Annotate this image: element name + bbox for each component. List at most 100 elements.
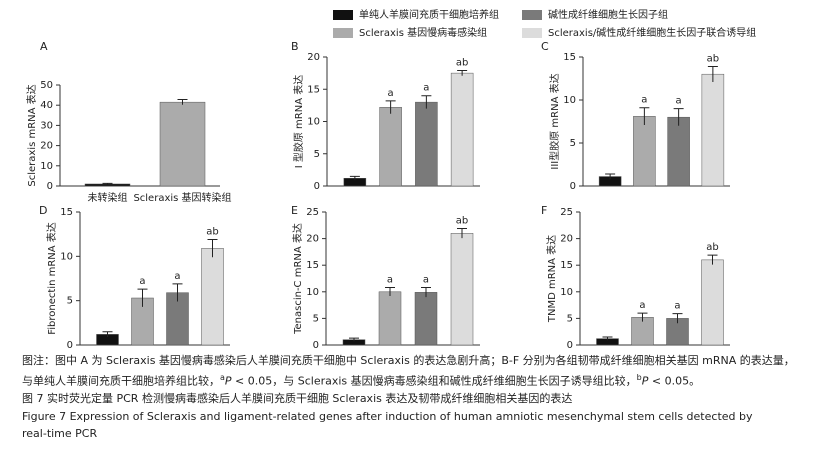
note-sup: b <box>636 373 642 382</box>
error-bar <box>177 99 188 105</box>
error-bar <box>673 108 684 126</box>
significance-label: a <box>139 276 145 287</box>
error-bar <box>102 182 113 185</box>
y-tick-label: 20 <box>560 234 573 245</box>
error-bar <box>602 336 613 341</box>
panel-label: C <box>541 40 549 53</box>
y-tick-label: 20 <box>306 234 319 245</box>
significance-label: ab <box>456 215 468 226</box>
error-bar <box>421 95 432 109</box>
x-tick-label: 未转染组 <box>88 191 128 204</box>
y-tick-label: 15 <box>563 52 576 63</box>
error-bar <box>707 254 718 265</box>
error-bar <box>172 283 183 302</box>
y-tick-label: 0 <box>313 340 319 351</box>
y-tick-label: 0 <box>570 181 576 192</box>
significance-label: a <box>639 300 645 311</box>
bar <box>415 101 438 187</box>
significance-label: a <box>174 271 180 282</box>
y-axis-label: I 型胶原 mRNA 表达 <box>292 75 305 169</box>
significance-label: ab <box>707 53 719 64</box>
error-bar <box>385 100 396 114</box>
error-bar <box>457 70 468 76</box>
legend-label: 碱性成纤维细胞生长因子组 <box>548 8 668 21</box>
note-p: P <box>641 374 649 388</box>
error-bar <box>137 288 148 307</box>
bar <box>159 101 206 187</box>
error-bar <box>207 238 218 258</box>
bar <box>450 72 474 187</box>
error-bar <box>605 173 616 180</box>
y-axis-label: Fibronectin mRNA 表达 <box>45 222 58 335</box>
y-tick-label: 25 <box>306 207 319 218</box>
bar <box>378 291 402 346</box>
y-tick-label: 5 <box>567 313 573 324</box>
y-tick-label: 10 <box>60 251 73 262</box>
panel-label: D <box>39 204 47 217</box>
x-tick-label: Scleraxis 基因转染组 <box>133 191 231 204</box>
figure-title-cn: 图 7 实时荧光定量 PCR 检测慢病毒感染后人羊膜间充质干细胞 Sclerax… <box>22 392 573 405</box>
bar <box>701 73 725 187</box>
legend-swatch <box>522 28 542 38</box>
significance-label: a <box>388 88 394 99</box>
error-bar <box>707 65 718 82</box>
panel-label: B <box>291 40 299 53</box>
y-tick-label: 10 <box>560 287 573 298</box>
bar <box>701 259 724 346</box>
y-tick-label: 15 <box>307 84 320 95</box>
bar <box>201 248 224 346</box>
error-bar <box>672 313 683 324</box>
y-tick-label: 15 <box>306 260 319 271</box>
legend-label: 单纯人羊膜间充质干细胞培养组 <box>359 8 499 21</box>
error-bar <box>102 331 113 338</box>
bar <box>450 233 474 346</box>
y-tick-label: 15 <box>560 260 573 271</box>
y-tick-label: 40 <box>40 100 53 111</box>
y-tick-label: 10 <box>307 117 320 128</box>
y-tick-label: 5 <box>67 296 73 307</box>
panel-label: E <box>291 204 298 217</box>
y-axis-label: Scleraxis mRNA 表达 <box>25 84 38 186</box>
y-tick-label: 15 <box>60 207 73 218</box>
bar <box>667 116 690 187</box>
y-axis-label: Tenascin-C mRNA 表达 <box>291 223 304 335</box>
error-bar <box>349 175 360 181</box>
bar <box>414 292 438 346</box>
legend-swatch <box>333 10 353 20</box>
y-tick-label: 30 <box>40 120 53 131</box>
note-text: < 0.05，与 Scleraxis 基因慢病毒感染组和碱性成纤维细胞生长因子诱… <box>231 374 637 388</box>
significance-label: ab <box>206 226 218 237</box>
y-tick-label: 10 <box>306 287 319 298</box>
note-text: < 0.05。 <box>648 374 701 388</box>
legend-label: Scleraxis 基因慢病毒感染组 <box>359 26 487 39</box>
panel-label: A <box>40 40 48 53</box>
note-sup: a <box>220 373 225 382</box>
error-bar <box>385 287 395 297</box>
significance-label: ab <box>706 242 718 253</box>
error-bar <box>421 287 431 298</box>
error-bar <box>637 312 648 322</box>
figure-note: 图注：图中 A 为 Scleraxis 基因慢病毒感染后人羊膜间充质干细胞中 S… <box>22 352 802 390</box>
y-tick-label: 5 <box>314 149 320 160</box>
y-axis-label: TNMD mRNA 表达 <box>545 235 558 323</box>
y-tick-label: 10 <box>40 161 53 172</box>
y-tick-label: 50 <box>40 80 53 91</box>
panel-label: F <box>541 204 547 217</box>
chart: 单纯人羊膜间充质干细胞培养组 碱性成纤维细胞生长因子组 Scleraxis 基因慢病… <box>25 8 756 351</box>
legend-label: Scleraxis/碱性成纤维细胞生长因子联合诱导组 <box>548 26 756 39</box>
y-tick-label: 20 <box>40 141 53 152</box>
significance-label: a <box>676 96 682 107</box>
note-text: 图注：图中 A 为 Scleraxis 基因慢病毒感染后人羊膜间充质干细胞中 S… <box>22 354 795 388</box>
significance-label: a <box>387 275 393 286</box>
y-tick-label: 0 <box>314 181 320 192</box>
significance-label: a <box>423 275 429 286</box>
significance-label: a <box>674 301 680 312</box>
error-bar <box>349 337 359 342</box>
error-bar <box>457 227 467 239</box>
legend-swatch <box>522 10 542 20</box>
bar <box>379 107 402 187</box>
y-axis-label: III型胶原 mRNA 表达 <box>548 73 561 169</box>
bar <box>633 116 656 187</box>
figure-title-en: Figure 7 Expression of Scleraxis and lig… <box>22 410 753 440</box>
